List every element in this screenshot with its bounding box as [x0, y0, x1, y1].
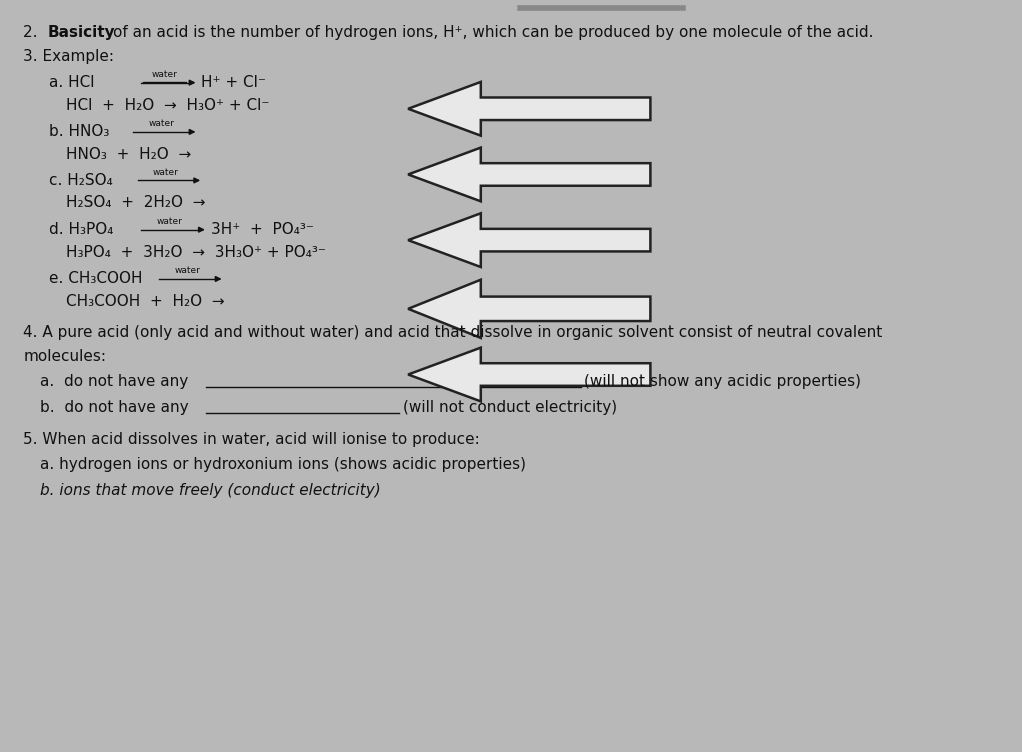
Text: water: water — [152, 70, 178, 79]
Text: H₃PO₄  +  3H₂O  →  3H₃O⁺ + PO₄³⁻: H₃PO₄ + 3H₂O → 3H₃O⁺ + PO₄³⁻ — [66, 244, 326, 259]
Polygon shape — [408, 347, 650, 402]
Text: a. hydrogen ions or hydroxonium ions (shows acidic properties): a. hydrogen ions or hydroxonium ions (sh… — [40, 457, 526, 472]
Text: CH₃COOH  +  H₂O  →: CH₃COOH + H₂O → — [66, 294, 225, 309]
Text: of an acid is the number of hydrogen ions, H⁺, which can be produced by one mole: of an acid is the number of hydrogen ion… — [112, 25, 873, 40]
Text: b. HNO₃: b. HNO₃ — [49, 124, 114, 139]
Text: 3. Example:: 3. Example: — [24, 49, 114, 64]
Text: molecules:: molecules: — [24, 349, 106, 364]
Text: water: water — [148, 119, 174, 128]
Text: water: water — [156, 217, 183, 226]
Text: 5. When acid dissolves in water, acid will ionise to produce:: 5. When acid dissolves in water, acid wi… — [24, 432, 480, 447]
Text: (will not show any acidic properties): (will not show any acidic properties) — [585, 374, 862, 390]
Text: 3H⁺  +  PO₄³⁻: 3H⁺ + PO₄³⁻ — [211, 222, 314, 237]
Text: H⁺ + Cl⁻: H⁺ + Cl⁻ — [201, 75, 266, 90]
Text: Basicity: Basicity — [47, 25, 115, 40]
Text: (will not conduct electricity): (will not conduct electricity) — [403, 400, 616, 415]
Text: H₂SO₄  +  2H₂O  →: H₂SO₄ + 2H₂O → — [66, 196, 205, 211]
Polygon shape — [408, 82, 650, 135]
Text: water: water — [153, 168, 179, 177]
Text: 2.: 2. — [24, 25, 43, 40]
Polygon shape — [408, 214, 650, 267]
Text: b.  do not have any: b. do not have any — [40, 400, 193, 415]
Polygon shape — [408, 147, 650, 202]
Text: e. CH₃COOH: e. CH₃COOH — [49, 271, 148, 287]
Text: c. H₂SO₄: c. H₂SO₄ — [49, 173, 118, 188]
Text: HNO₃  +  H₂O  →: HNO₃ + H₂O → — [66, 147, 191, 162]
Polygon shape — [408, 280, 650, 338]
Text: 4. A pure acid (only acid and without water) and acid that dissolve in organic s: 4. A pure acid (only acid and without wa… — [24, 325, 883, 340]
Text: d. H₃PO₄: d. H₃PO₄ — [49, 222, 119, 237]
Text: b. ions that move freely (conduct electricity): b. ions that move freely (conduct electr… — [40, 483, 381, 498]
Text: a. HCl: a. HCl — [49, 75, 100, 90]
Text: HCl  +  H₂O  →  H₃O⁺ + Cl⁻: HCl + H₂O → H₃O⁺ + Cl⁻ — [66, 98, 270, 113]
Text: a.  do not have any: a. do not have any — [40, 374, 193, 390]
Text: water: water — [175, 266, 200, 275]
